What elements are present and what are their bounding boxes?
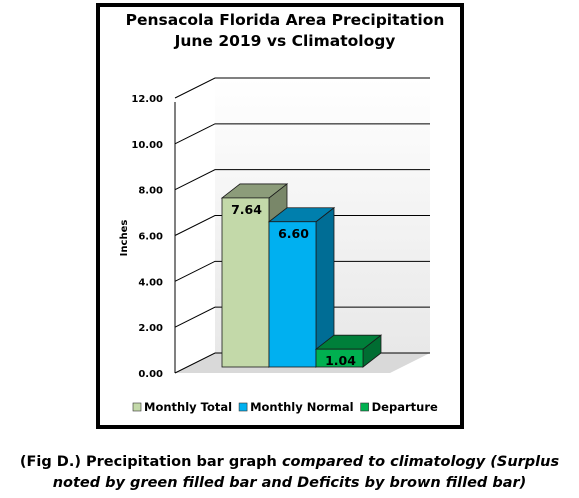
gridline xyxy=(174,260,430,282)
chart-title-line2: June 2019 vs Climatology xyxy=(174,32,396,50)
bar-value-label: 6.60 xyxy=(278,226,309,241)
legend-label: Departure xyxy=(372,400,438,414)
y-tick-label: 8.00 xyxy=(138,186,163,197)
bar-value-label: 1.04 xyxy=(325,353,356,368)
legend-swatch xyxy=(360,402,369,412)
bar-departure: 1.04 xyxy=(314,334,383,368)
gridline xyxy=(174,123,430,145)
y-tick-label: 6.00 xyxy=(138,232,163,243)
gridline xyxy=(174,77,430,99)
figure-caption: (Fig D.) Precipitation bar graph compare… xyxy=(0,452,579,494)
legend-label: Monthly Normal xyxy=(250,400,354,414)
bar-front xyxy=(268,221,317,368)
legend-item: Monthly Normal xyxy=(238,400,354,414)
bar-monthly-normal: 6.60 xyxy=(267,206,336,368)
y-tick-label: 10.00 xyxy=(131,140,163,151)
legend-swatch xyxy=(238,402,248,412)
gridline xyxy=(174,169,430,191)
gridline xyxy=(174,215,430,236)
y-tick-label: 4.00 xyxy=(138,277,163,288)
legend: Monthly Total Monthly Normal Departure xyxy=(132,400,438,414)
legend-item: Monthly Total xyxy=(132,400,232,414)
bar-front xyxy=(315,348,364,368)
y-tick-label: 12.00 xyxy=(131,94,163,105)
bar-value-label: 7.64 xyxy=(231,202,262,217)
chart: Pensacola Florida Area Precipitation Jun… xyxy=(119,11,445,414)
y-tick-label: 2.00 xyxy=(138,323,163,334)
bar-front xyxy=(221,197,270,368)
gridline xyxy=(174,306,430,328)
y-tick-label: 0.00 xyxy=(138,369,163,380)
legend-swatch xyxy=(132,402,142,412)
caption-main: (Fig D.) Precipitation bar graph xyxy=(19,454,282,470)
caption-italic: compared to climatology (Surplus noted b… xyxy=(52,454,560,491)
y-axis-label: Inches xyxy=(119,220,130,257)
chart-title-line1: Pensacola Florida Area Precipitation xyxy=(126,11,445,29)
legend-label: Monthly Total xyxy=(144,400,232,414)
legend-item: Departure xyxy=(360,400,438,414)
